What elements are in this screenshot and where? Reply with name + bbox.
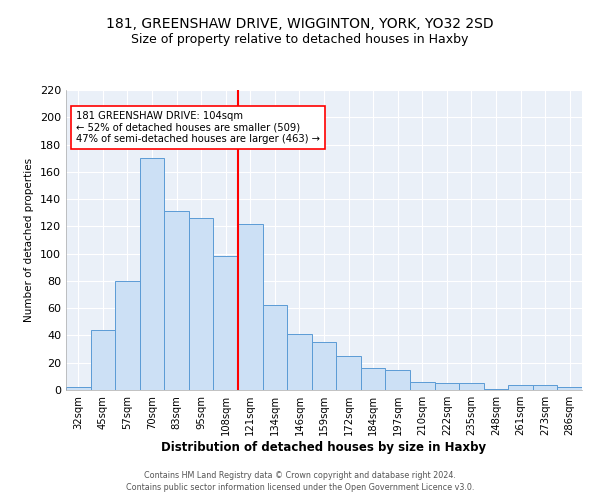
- Bar: [508, 384, 533, 390]
- X-axis label: Distribution of detached houses by size in Haxby: Distribution of detached houses by size …: [161, 441, 487, 454]
- Bar: [263, 306, 287, 390]
- Bar: [91, 330, 115, 390]
- Bar: [189, 218, 214, 390]
- Text: Contains public sector information licensed under the Open Government Licence v3: Contains public sector information licen…: [126, 484, 474, 492]
- Bar: [115, 281, 140, 390]
- Bar: [312, 342, 336, 390]
- Text: 181, GREENSHAW DRIVE, WIGGINTON, YORK, YO32 2SD: 181, GREENSHAW DRIVE, WIGGINTON, YORK, Y…: [106, 18, 494, 32]
- Y-axis label: Number of detached properties: Number of detached properties: [25, 158, 34, 322]
- Bar: [238, 224, 263, 390]
- Bar: [140, 158, 164, 390]
- Bar: [287, 334, 312, 390]
- Text: 181 GREENSHAW DRIVE: 104sqm
← 52% of detached houses are smaller (509)
47% of se: 181 GREENSHAW DRIVE: 104sqm ← 52% of det…: [76, 111, 320, 144]
- Bar: [459, 383, 484, 390]
- Bar: [336, 356, 361, 390]
- Bar: [557, 388, 582, 390]
- Bar: [484, 388, 508, 390]
- Bar: [410, 382, 434, 390]
- Bar: [214, 256, 238, 390]
- Bar: [361, 368, 385, 390]
- Text: Size of property relative to detached houses in Haxby: Size of property relative to detached ho…: [131, 32, 469, 46]
- Bar: [66, 388, 91, 390]
- Bar: [164, 212, 189, 390]
- Bar: [385, 370, 410, 390]
- Bar: [434, 383, 459, 390]
- Text: Contains HM Land Registry data © Crown copyright and database right 2024.: Contains HM Land Registry data © Crown c…: [144, 471, 456, 480]
- Bar: [533, 384, 557, 390]
